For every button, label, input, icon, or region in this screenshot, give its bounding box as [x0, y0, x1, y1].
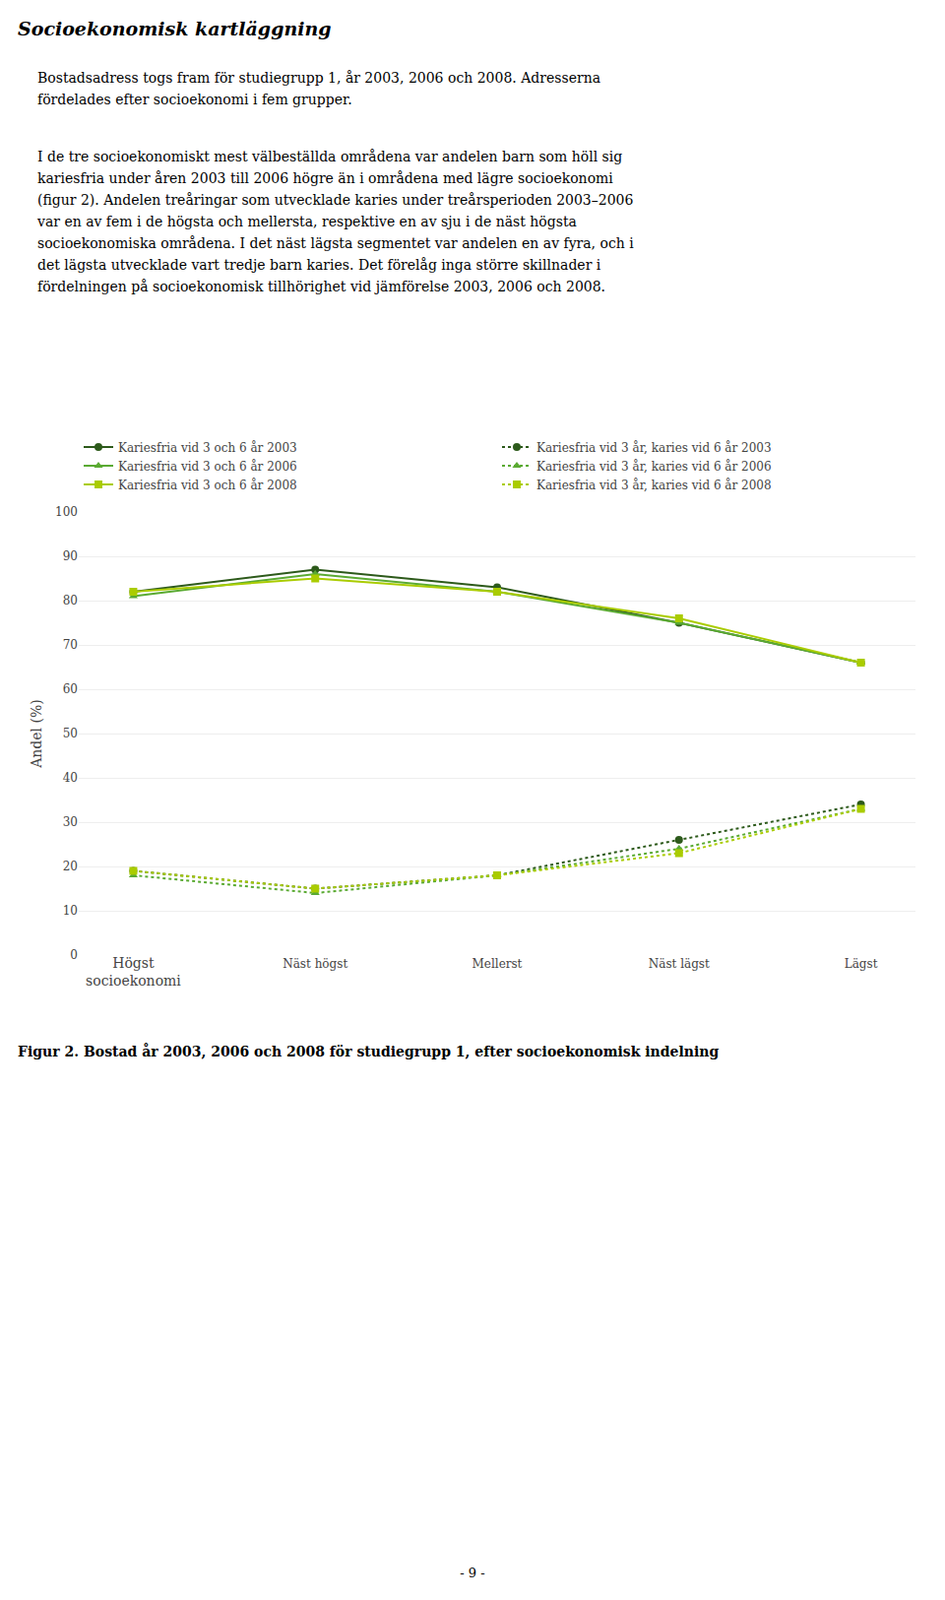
- html-text:fördelades efter socioekonomi: fördelades efter socioekonomi i fem grup…: [37, 91, 353, 108]
- html-text:I de tre socioekonomiskt mest: I de tre socioekonomiskt mest välbeställ…: [37, 148, 623, 165]
- svg-text:60: 60: [63, 682, 78, 696]
- svg-text:Kariesfria vid 3 och 6 år 2008: Kariesfria vid 3 och 6 år 2008: [118, 477, 298, 493]
- svg-text:Kariesfria vid 3 år, karies vi: Kariesfria vid 3 år, karies vid 6 år 200…: [536, 440, 772, 455]
- html-text:Figur 2. Bostad år 2003, 2006: Figur 2. Bostad år 2003, 2006 och 2008 f…: [17, 1043, 719, 1060]
- html-text:(figur 2). Andelen treåringar: (figur 2). Andelen treåringar som utveck…: [37, 191, 634, 208]
- svg-text:10: 10: [63, 903, 78, 918]
- html-text:kariesfria under åren 2003 til: kariesfria under åren 2003 till 2006 hög…: [37, 170, 614, 187]
- svg-text:50: 50: [63, 726, 78, 741]
- svg-text:100: 100: [55, 504, 78, 519]
- html-text:det lägsta utvecklade vart tre: det lägsta utvecklade vart tredje barn k…: [37, 256, 601, 273]
- html-text:Bostadsadress togs fram för st: Bostadsadress togs fram för studiegrupp …: [37, 69, 601, 86]
- svg-text:80: 80: [63, 593, 78, 608]
- html-text:Socioekonomisk kartläggning: Socioekonomisk kartläggning: [17, 17, 332, 40]
- svg-text:Högstsocioekonomi: Högstsocioekonomi: [85, 954, 182, 989]
- svg-text:30: 30: [63, 815, 78, 829]
- svg-text:20: 20: [63, 859, 78, 874]
- svg-text:Lägst: Lägst: [844, 956, 879, 971]
- svg-text:Kariesfria vid 3 år, karies vi: Kariesfria vid 3 år, karies vid 6 år 200…: [536, 477, 772, 493]
- svg-text:Kariesfria vid 3 år, karies vi: Kariesfria vid 3 år, karies vid 6 år 200…: [536, 458, 772, 474]
- svg-text:40: 40: [63, 770, 78, 785]
- html-text:var en av fem i de högsta och: var en av fem i de högsta och mellersta,…: [37, 213, 577, 230]
- svg-text:Andel (%): Andel (%): [28, 698, 45, 769]
- svg-text:70: 70: [63, 637, 78, 652]
- html-text:- 9 -: - 9 -: [459, 1565, 486, 1580]
- html-text:socioekonomiska områdena. I de: socioekonomiska områdena. I det näst läg…: [37, 235, 634, 252]
- svg-text:90: 90: [63, 549, 78, 564]
- svg-text:Kariesfria vid 3 och 6 år 2006: Kariesfria vid 3 och 6 år 2006: [118, 458, 298, 474]
- svg-text:0: 0: [69, 947, 78, 962]
- svg-text:Kariesfria vid 3 och 6 år 2003: Kariesfria vid 3 och 6 år 2003: [118, 440, 298, 455]
- html-text:fördelningen på socioekonomisk: fördelningen på socioekonomisk tillhörig…: [37, 278, 606, 295]
- svg-text:Mellerst: Mellerst: [472, 956, 523, 971]
- svg-text:Näst lägst: Näst lägst: [648, 956, 710, 971]
- svg-text:Näst högst: Näst högst: [282, 956, 348, 971]
